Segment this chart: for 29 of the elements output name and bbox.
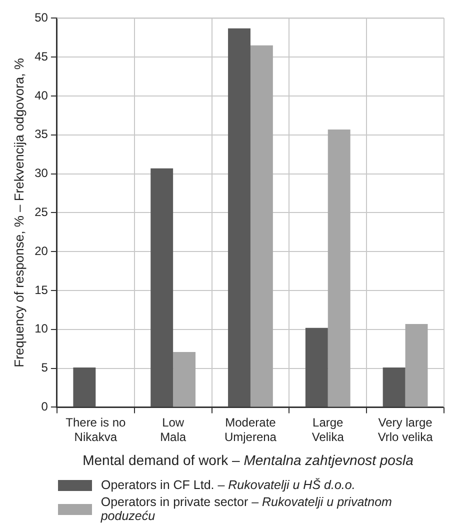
bar xyxy=(250,45,273,407)
bar xyxy=(228,28,250,407)
y-tick-label: 10 xyxy=(34,322,48,336)
legend-label: Operators in CF Ltd. – Rukovatelji u HŠ d.o.o. xyxy=(101,478,356,492)
bar xyxy=(73,368,96,407)
y-tick-label: 35 xyxy=(34,127,48,142)
y-axis-title: Frequency of response, % – Frekvencija odgovora, % xyxy=(11,58,26,368)
y-tick-label: 15 xyxy=(34,282,48,297)
bar xyxy=(405,324,428,407)
x-tick-label: Low Mala xyxy=(160,416,186,444)
x-tick-label: Large Velika xyxy=(312,416,344,444)
bar xyxy=(305,328,328,407)
y-tick-label: 50 xyxy=(34,10,48,25)
x-tick-label: Moderate Umjerena xyxy=(224,416,277,444)
y-tick-label: 5 xyxy=(41,360,48,375)
y-tick-label: 25 xyxy=(34,205,48,220)
bar xyxy=(328,129,350,407)
y-tick-label: 40 xyxy=(34,88,48,102)
x-tick-label: Very large Vrlo velika xyxy=(378,416,434,444)
bar xyxy=(382,368,406,407)
bar xyxy=(150,168,174,407)
y-tick-label: 30 xyxy=(34,166,48,180)
x-tick-label: There is no Nikakva xyxy=(66,416,126,444)
y-tick-label: 45 xyxy=(34,49,48,64)
y-tick-label: 20 xyxy=(34,244,48,258)
x-axis-title: Mental demand of work – Mentalna zahtjevnost posla xyxy=(82,452,414,468)
text: Operators in private sector – Rukovatelji u privatnom poduzeću xyxy=(100,495,392,523)
bar xyxy=(173,352,196,407)
y-tick-label: 0 xyxy=(41,400,48,414)
